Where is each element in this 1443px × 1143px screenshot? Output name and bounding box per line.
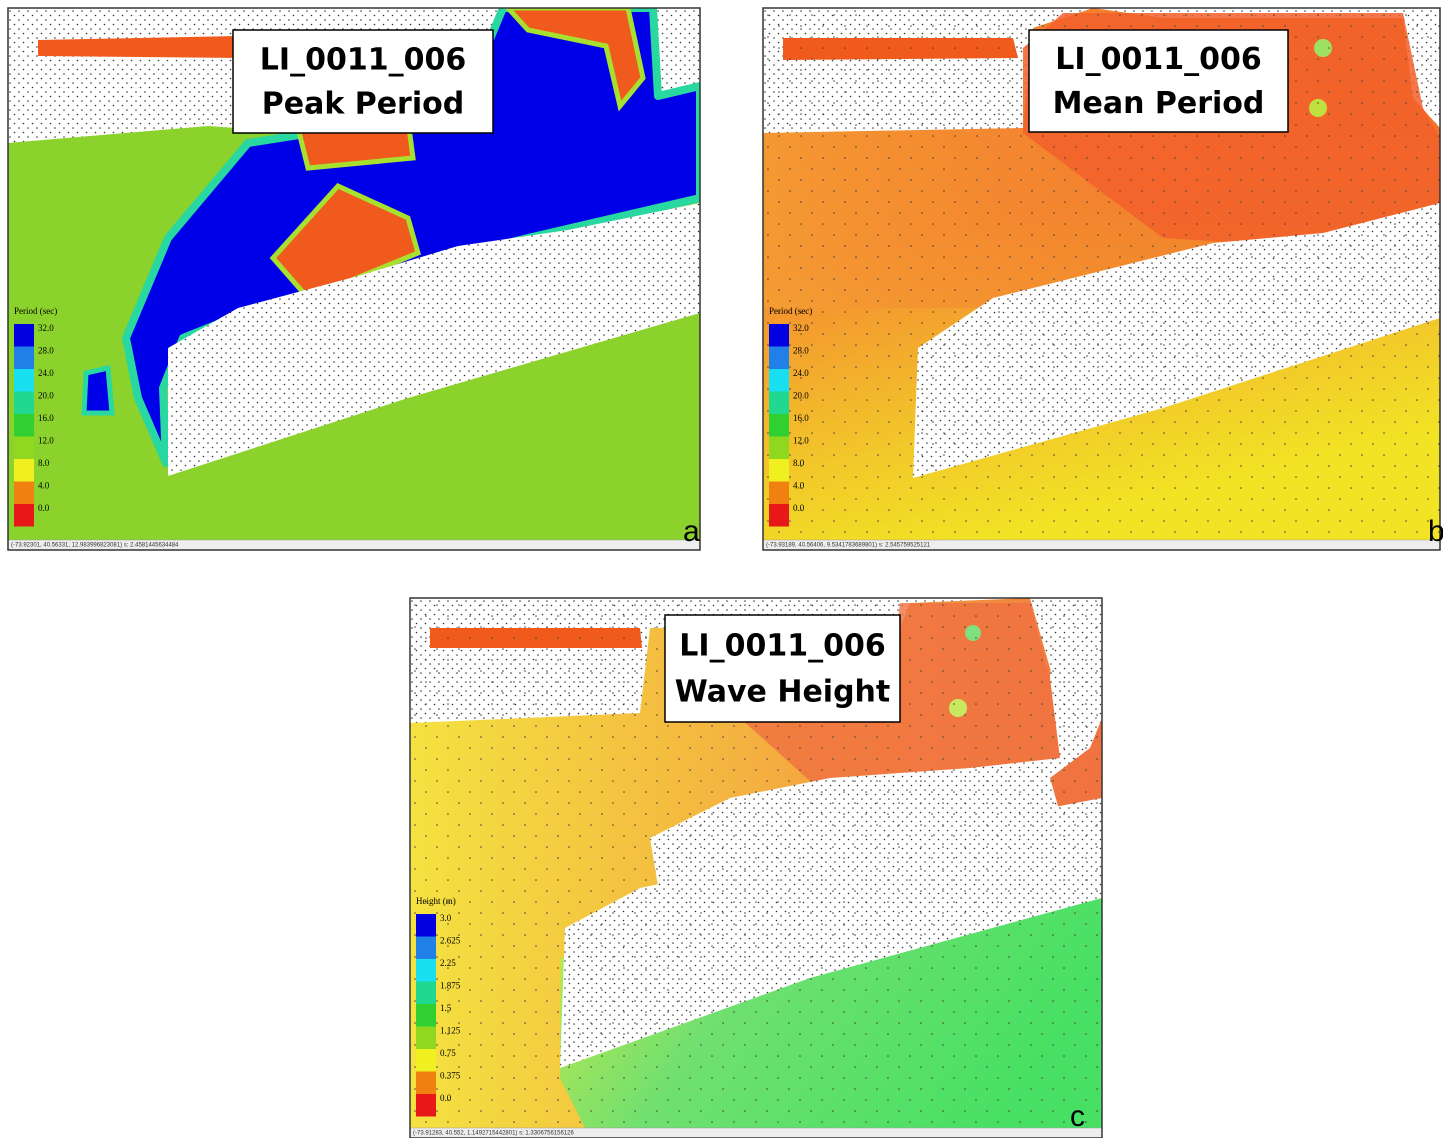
panel-letter: a (683, 515, 700, 548)
land (168, 203, 700, 476)
legend-label: 20.0 (38, 391, 54, 401)
legend-label: 16.0 (38, 413, 54, 423)
legend-label: 4.0 (38, 481, 50, 491)
legend-label: 1.125 (440, 1026, 461, 1036)
legend-label: 28.0 (38, 346, 54, 356)
legend-title: Period (sec) (14, 306, 57, 316)
legend-swatch (769, 369, 789, 392)
map-panel: Period (sec) 32.0 28.0 24.0 20.0 16.0 12.0 8.0 4… (762, 7, 1441, 551)
legend-swatch (14, 481, 34, 504)
title-box (1028, 29, 1289, 133)
legend-swatch (416, 914, 436, 937)
legend-swatch (14, 369, 34, 392)
status-text: (-73.93189, 40.56406, 9.5341783689801) s… (766, 543, 931, 549)
legend-swatch (769, 481, 789, 504)
legend-label: 20.0 (793, 391, 809, 401)
legend-label: 0.375 (440, 1071, 461, 1081)
panel-title: LI_0011_006 (679, 629, 885, 664)
map-panel: Period (sec) 32.0 28.0 24.0 20.0 16.0 12.0 8.0 4… (7, 7, 701, 551)
legend-swatch (416, 959, 436, 982)
panel-subtitle: Wave Height (675, 675, 891, 710)
legend-label: 2.25 (440, 958, 456, 968)
legend-label: 3.0 (440, 913, 452, 923)
legend-swatch (769, 459, 789, 482)
legend-label: 1.875 (440, 981, 461, 991)
legend-label: 0.0 (440, 1093, 452, 1103)
legend-swatch (14, 391, 34, 414)
legend-swatch (416, 1049, 436, 1072)
land (653, 8, 700, 96)
panel-border (7, 7, 701, 551)
legend-swatch (769, 346, 789, 369)
status-text: (-73.91283, 40.552, 1.1492715442801) s: … (413, 1131, 574, 1137)
legend-swatch (14, 459, 34, 482)
legend-swatch (769, 504, 789, 527)
legend-label: 24.0 (793, 368, 809, 378)
legend-swatch (14, 504, 34, 527)
map: Height (m) 3.0 2.625 2.25 1.875 1.5 1.125 0.75 0… (410, 598, 1102, 1138)
legend-swatch (769, 414, 789, 437)
legend-title: Height (m) (416, 896, 456, 906)
channel (81, 364, 115, 416)
legend-swatch (14, 414, 34, 437)
legend-label: 16.0 (793, 413, 809, 423)
legend-label: 24.0 (38, 368, 54, 378)
legend-swatch (416, 1071, 436, 1094)
legend-label: 8.0 (793, 458, 805, 468)
channel (38, 36, 240, 58)
legend-label: 0.75 (440, 1048, 456, 1058)
map-panel: Height (m) 3.0 2.625 2.25 1.875 1.5 1.125 0.75 0… (409, 597, 1103, 1139)
legend-swatch (14, 436, 34, 459)
panel-title: LI_0011_006 (260, 42, 466, 77)
legend-label: 1.5 (440, 1003, 452, 1013)
panel-border (762, 7, 1441, 551)
legend-swatch (416, 936, 436, 959)
legend-swatch (416, 1004, 436, 1027)
panel-subtitle: Peak Period (262, 87, 464, 122)
legend-label: 0.0 (793, 503, 805, 513)
legend-swatch (416, 1026, 436, 1049)
panel-title: LI_0011_006 (1055, 42, 1261, 77)
legend-label: 32.0 (38, 323, 54, 333)
legend-label: 32.0 (793, 323, 809, 333)
legend-swatch (416, 1094, 436, 1117)
legend-label: 12.0 (38, 436, 54, 446)
legend-label: 4.0 (793, 481, 805, 491)
legend-label: 8.0 (38, 458, 50, 468)
status-text: (-73.92301, 40.56331, 12.983996823081) s… (11, 543, 179, 549)
status-bar (8, 539, 700, 550)
panel-subtitle: Mean Period (1053, 86, 1265, 121)
status-bar (763, 539, 1440, 550)
panel-letter: c (1070, 1100, 1085, 1133)
legend-label: 2.625 (440, 936, 461, 946)
legend-label: 12.0 (793, 436, 809, 446)
legend-swatch (14, 324, 34, 347)
channel (504, 8, 646, 112)
legend-swatch (416, 981, 436, 1004)
legend-title: Period (sec) (769, 306, 812, 316)
title-box (664, 614, 901, 723)
title-box (232, 29, 494, 134)
panel-letter: b (1428, 515, 1443, 548)
legend-label: 28.0 (793, 346, 809, 356)
status-bar (410, 1127, 1102, 1138)
legend-swatch (14, 346, 34, 369)
legend-swatch (769, 391, 789, 414)
legend-label: 0.0 (38, 503, 50, 513)
legend-swatch (769, 324, 789, 347)
legend-swatch (769, 436, 789, 459)
